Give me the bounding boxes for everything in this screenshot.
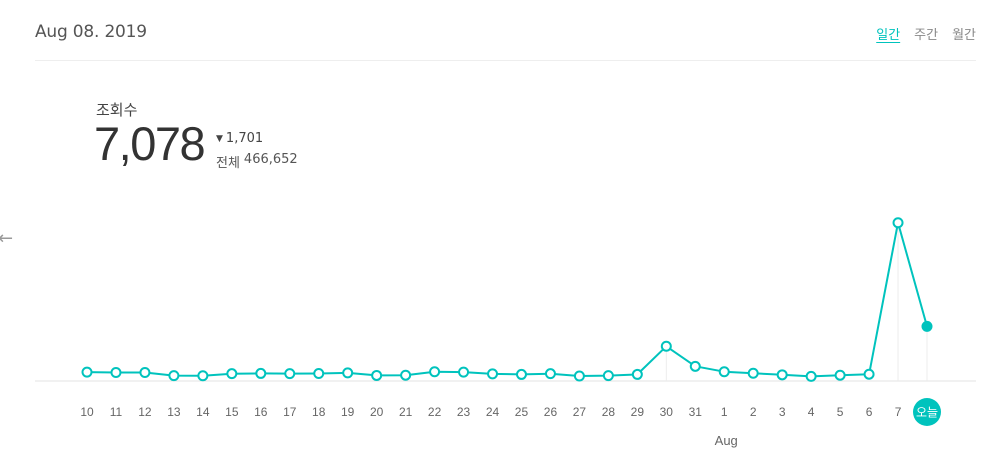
- x-tick-label: 29: [631, 405, 645, 419]
- tab-daily[interactable]: 일간: [876, 28, 901, 43]
- x-tick-label: 17: [283, 405, 297, 419]
- x-tick-label: 1: [721, 405, 728, 419]
- data-point[interactable]: [458, 366, 470, 378]
- views-change: ▼ 1,701: [216, 131, 263, 146]
- data-point[interactable]: [284, 368, 296, 380]
- views-value: 7,078: [94, 117, 206, 170]
- data-point[interactable]: [255, 367, 267, 379]
- data-point[interactable]: [487, 368, 499, 380]
- today-badge[interactable]: [913, 398, 941, 426]
- x-tick-label: 31: [689, 405, 703, 419]
- data-point[interactable]: [400, 369, 412, 381]
- x-tick-label: 19: [341, 405, 355, 419]
- views-total-value: 466,652: [243, 152, 298, 167]
- views-label: 조회수: [96, 101, 138, 119]
- data-point[interactable]: [805, 370, 817, 382]
- header-divider: [35, 60, 976, 61]
- x-tick-label: 23: [457, 405, 471, 419]
- data-point[interactable]: [515, 368, 527, 380]
- data-point[interactable]: [342, 367, 354, 379]
- x-tick-label: 7: [895, 405, 902, 419]
- data-point[interactable]: [747, 367, 759, 379]
- data-point[interactable]: [631, 368, 643, 380]
- x-tick-label-today: 오늘: [916, 406, 938, 420]
- views-total-label: 전체: [216, 156, 240, 171]
- data-point[interactable]: [139, 367, 151, 379]
- x-tick-label: 27: [573, 405, 587, 419]
- x-tick-label: 28: [602, 405, 616, 419]
- x-tick-label: 16: [254, 405, 268, 419]
- data-point[interactable]: [863, 368, 875, 380]
- x-tick-label: 6: [866, 405, 873, 419]
- series-line: [86, 221, 928, 378]
- left-arrow-icon[interactable]: ←: [0, 228, 14, 249]
- x-tick-label: 5: [837, 405, 844, 419]
- x-tick-label: 3: [779, 405, 786, 419]
- x-tick-label: 25: [515, 405, 529, 419]
- data-point[interactable]: [689, 360, 701, 372]
- x-month-label: Aug: [715, 433, 738, 448]
- data-point[interactable]: [313, 368, 325, 380]
- data-point[interactable]: [429, 366, 441, 378]
- x-tick-label: 12: [138, 405, 152, 419]
- data-point[interactable]: [168, 370, 180, 382]
- data-point[interactable]: [602, 370, 614, 382]
- data-point[interactable]: [776, 369, 788, 381]
- data-point-today[interactable]: [921, 320, 933, 332]
- data-point[interactable]: [718, 366, 730, 378]
- views-total: 전체 466,652: [216, 152, 298, 171]
- data-point[interactable]: [110, 367, 122, 379]
- views-change-value: 1,701: [225, 131, 264, 146]
- data-point[interactable]: [573, 370, 585, 382]
- x-tick-label: 24: [486, 405, 500, 419]
- x-tick-label: 26: [544, 405, 558, 419]
- data-point[interactable]: [226, 368, 238, 380]
- data-point[interactable]: [892, 217, 904, 229]
- x-tick-label: 15: [225, 405, 239, 419]
- x-tick-label: 10: [80, 405, 94, 419]
- x-tick-label: 20: [370, 405, 384, 419]
- date-title: Aug 08. 2019: [35, 22, 147, 42]
- data-point[interactable]: [834, 369, 846, 381]
- x-tick-label: 2: [750, 405, 757, 419]
- x-tick-label: 21: [399, 405, 413, 419]
- data-point[interactable]: [371, 369, 383, 381]
- data-point[interactable]: [197, 370, 209, 382]
- data-point[interactable]: [81, 366, 93, 378]
- down-triangle-icon: ▼: [216, 133, 223, 144]
- x-tick-label: 4: [808, 405, 815, 419]
- x-tick-label: 13: [167, 405, 181, 419]
- data-point[interactable]: [660, 340, 672, 352]
- tab-weekly[interactable]: 주간: [914, 28, 939, 43]
- x-tick-label: 22: [428, 405, 442, 419]
- data-point[interactable]: [544, 368, 556, 380]
- period-tabs: 일간 주간 월간: [876, 24, 976, 43]
- x-tick-label: 18: [312, 405, 326, 419]
- x-tick-label: 14: [196, 405, 210, 419]
- x-tick-label: 30: [660, 405, 674, 419]
- tab-monthly[interactable]: 월간: [952, 28, 976, 43]
- x-tick-label: 11: [110, 405, 123, 419]
